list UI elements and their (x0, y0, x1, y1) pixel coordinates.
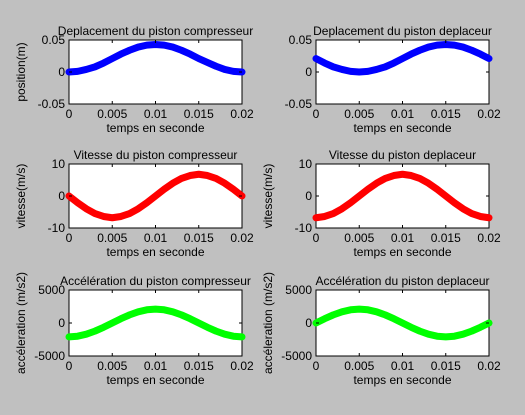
series-line-1 (65, 40, 246, 76)
x-axis-label: temps en seconde (106, 373, 204, 387)
x-tick-label: 0.005 (344, 231, 374, 245)
y-axis-label: accéleration (m/s2) (14, 272, 28, 374)
y-tick-label: -10 (48, 221, 66, 235)
x-tick-label: 0.015 (431, 359, 461, 373)
x-axis-label: temps en seconde (353, 245, 451, 259)
x-tick-label: 0.005 (344, 359, 374, 373)
x-tick-label: 0.02 (477, 107, 501, 121)
x-tick-label: 0.015 (184, 107, 214, 121)
chart-2: 0 0.005 0.01 0.015 0.020.050-0.05Deplacement… (285, 24, 501, 135)
y-tick-label: 0 (305, 316, 312, 330)
chart-6: 0 0.005 0.01 0.015 0.0250000-5000Accélératio… (261, 272, 501, 387)
y-tick-label: 0 (305, 189, 312, 203)
x-tick-label: 0.005 (344, 107, 374, 121)
x-tick-label: 0.015 (431, 107, 461, 121)
x-tick-label: 0.01 (144, 359, 168, 373)
x-tick-label: 0.02 (477, 359, 501, 373)
y-tick-label: -0.05 (285, 97, 313, 111)
x-tick-label: 0.01 (144, 231, 168, 245)
x-tick-label: 0.005 (97, 107, 127, 121)
x-tick-label: 0 (313, 107, 320, 121)
y-axis-label: position(m) (14, 42, 28, 101)
x-tick-label: 0.01 (391, 359, 415, 373)
x-tick-label: 0 (66, 231, 73, 245)
chart-5: 0 0.005 0.01 0.015 0.0250000-5000Accélératio… (14, 272, 254, 387)
chart-title: Vitesse du piston compresseur (74, 148, 238, 162)
x-tick-label: 0.01 (391, 231, 415, 245)
chart-title: Vitesse du piston deplaceur (329, 148, 476, 162)
series-line-1 (312, 170, 493, 222)
y-tick-label: 0.05 (289, 33, 313, 47)
y-tick-label: 0 (58, 316, 65, 330)
series-line-1 (312, 40, 493, 76)
y-tick-label: 0 (58, 189, 65, 203)
chart-title: Deplacement du piston compresseur (58, 24, 253, 38)
x-axis-label: temps en seconde (353, 121, 451, 135)
y-tick-label: 5000 (285, 283, 312, 297)
y-tick-label: -5000 (34, 349, 65, 363)
y-axis-label: vitesse(m/s) (261, 164, 275, 229)
x-tick-label: 0.01 (144, 107, 168, 121)
x-axis-label: temps en seconde (106, 121, 204, 135)
chart-title: Accélération du piston compresseur (60, 274, 251, 288)
y-axis-label: accéleration (m/s2) (261, 272, 275, 374)
y-tick-label: -5000 (281, 349, 312, 363)
x-tick-label: 0.015 (184, 231, 214, 245)
chart-title: Deplacement du piston deplaceur (313, 24, 492, 38)
x-axis-label: temps en seconde (353, 373, 451, 387)
y-tick-label: 0 (58, 65, 65, 79)
axes-box (68, 289, 243, 357)
y-tick-label: -10 (295, 221, 313, 235)
axes-box (68, 39, 243, 105)
x-tick-label: 0 (313, 359, 320, 373)
x-tick-label: 0 (66, 107, 73, 121)
x-tick-label: 0.015 (431, 231, 461, 245)
chart-1: 0 0.005 0.01 0.015 0.020.050-0.05Deplacement… (14, 24, 254, 135)
x-tick-label: 0.02 (230, 107, 254, 121)
x-tick-label: 0 (66, 359, 73, 373)
y-tick-label: 5000 (38, 283, 65, 297)
y-axis-label: vitesse(m/s) (14, 164, 28, 229)
x-axis-label: temps en seconde (106, 245, 204, 259)
x-tick-label: 0 (313, 231, 320, 245)
chart-title: Accélération du piston deplaceur (315, 274, 489, 288)
x-tick-label: 0.005 (97, 231, 127, 245)
series-line-1 (65, 170, 246, 222)
y-tick-label: 10 (299, 157, 313, 171)
x-tick-label: 0.005 (97, 359, 127, 373)
series-line-1 (65, 305, 246, 341)
x-tick-label: 0.015 (184, 359, 214, 373)
x-tick-label: 0.01 (391, 107, 415, 121)
y-tick-label: 0 (305, 65, 312, 79)
x-tick-label: 0.02 (477, 231, 501, 245)
y-tick-label: -0.05 (38, 97, 66, 111)
x-tick-label: 0.02 (230, 359, 254, 373)
y-tick-label: 10 (52, 157, 66, 171)
series-line-1 (312, 305, 493, 341)
x-tick-label: 0.02 (230, 231, 254, 245)
y-tick-label: 0.05 (42, 33, 66, 47)
